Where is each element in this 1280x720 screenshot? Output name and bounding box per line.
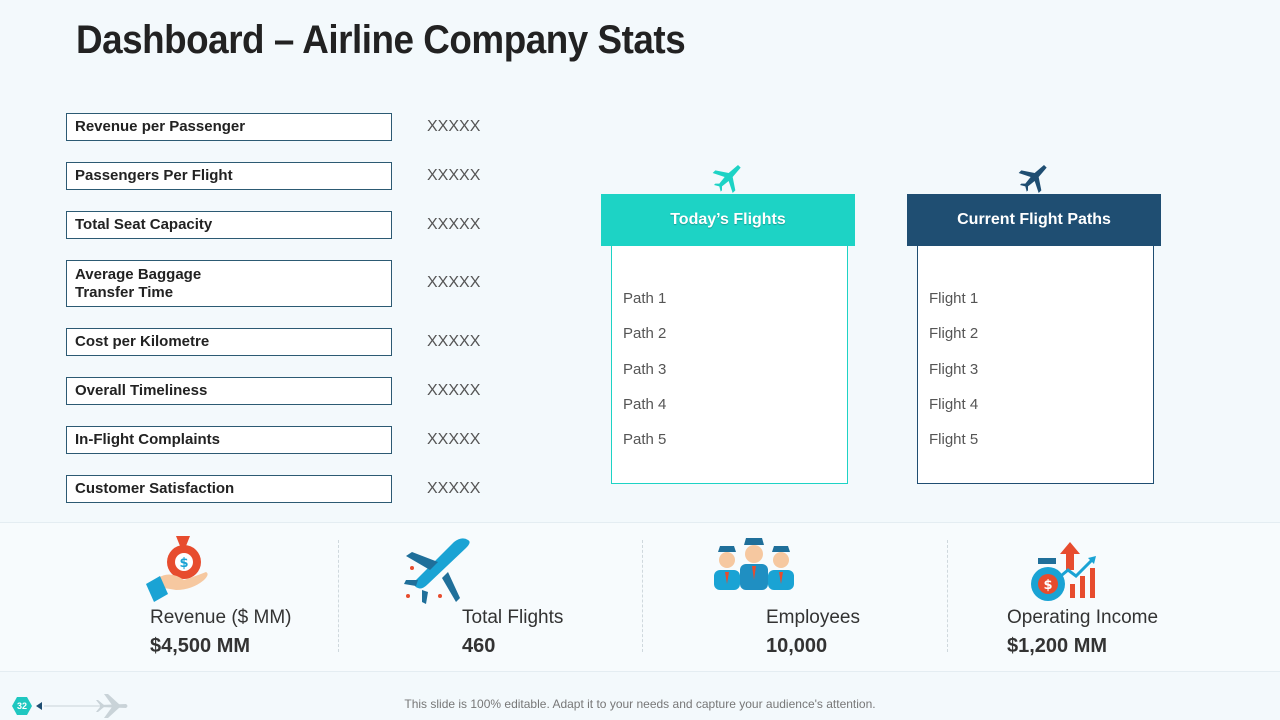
airplane-icon: [712, 165, 741, 193]
metric-value-cost-per-kilometre: XXXXX: [427, 333, 481, 350]
metric-value-in-flight-complaints: XXXXX: [427, 431, 481, 448]
current-flight-paths-header: Current Flight Paths: [907, 194, 1161, 246]
stat-label-revenue: Revenue ($ MM): [150, 607, 292, 628]
metric-label-average-baggage-transfer-time: Average Baggage Transfer Time: [66, 260, 392, 307]
metric-value-revenue-per-passenger: XXXXX: [427, 118, 481, 135]
footer-note: This slide is 100% editable. Adapt it to…: [404, 697, 876, 711]
list-item: Path 3: [623, 361, 667, 378]
stat-value-total-flights: 460: [462, 635, 496, 657]
metric-label-passengers-per-flight: Passengers Per Flight: [66, 162, 392, 190]
metric-label-in-flight-complaints: In-Flight Complaints: [66, 426, 392, 454]
stat-label-operating-income: Operating Income: [1007, 607, 1159, 628]
stat-label-total-flights: Total Flights: [462, 607, 564, 628]
metric-label-revenue-per-passenger: Revenue per Passenger: [66, 113, 392, 141]
stat-value-operating-income: $1,200 MM: [1007, 635, 1108, 657]
airplane-icon: [404, 538, 470, 604]
metric-label-customer-satisfaction: Customer Satisfaction: [66, 475, 392, 503]
money-bag-hand-icon: $: [146, 536, 208, 602]
stat-value-employees: 10,000: [766, 635, 828, 657]
current-flight-paths-panel: [917, 246, 1154, 484]
todays-flights-panel: [611, 246, 848, 484]
list-item: Flight 1: [929, 290, 979, 307]
airplane-icon: [1018, 165, 1047, 193]
metric-value-passengers-per-flight: XXXXX: [427, 167, 481, 184]
income-growth-icon: $: [1031, 542, 1096, 601]
svg-text:$: $: [179, 556, 188, 571]
svg-text:$: $: [1043, 578, 1052, 593]
metric-label-total-seat-capacity: Total Seat Capacity: [66, 211, 392, 239]
list-item: Flight 3: [929, 361, 979, 378]
metric-label-overall-timeliness: Overall Timeliness: [66, 377, 392, 405]
stats-divider: [947, 540, 948, 652]
metric-value-overall-timeliness: XXXXX: [427, 382, 481, 399]
metric-value-average-baggage-transfer-time: XXXXX: [427, 274, 481, 291]
list-item: Path 5: [623, 431, 667, 448]
metric-value-customer-satisfaction: XXXXX: [427, 480, 481, 497]
progress-airplane-icon: [36, 694, 128, 718]
stat-label-employees: Employees: [766, 607, 860, 628]
page-number-badge: 32: [12, 697, 32, 715]
list-item: Flight 2: [929, 325, 979, 342]
todays-flights-header: Today’s Flights: [601, 194, 855, 246]
page-title: Dashboard – Airline Company Stats: [76, 18, 686, 62]
stats-divider: [642, 540, 643, 652]
list-item: Path 2: [623, 325, 667, 342]
stat-value-revenue: $4,500 MM: [150, 635, 251, 657]
metric-value-total-seat-capacity: XXXXX: [427, 216, 481, 233]
list-item: Flight 5: [929, 431, 979, 448]
crew-icon: [714, 538, 794, 590]
list-item: Path 1: [623, 290, 667, 307]
list-item: Flight 4: [929, 396, 979, 413]
metric-label-cost-per-kilometre: Cost per Kilometre: [66, 328, 392, 356]
stats-divider: [338, 540, 339, 652]
list-item: Path 4: [623, 396, 667, 413]
